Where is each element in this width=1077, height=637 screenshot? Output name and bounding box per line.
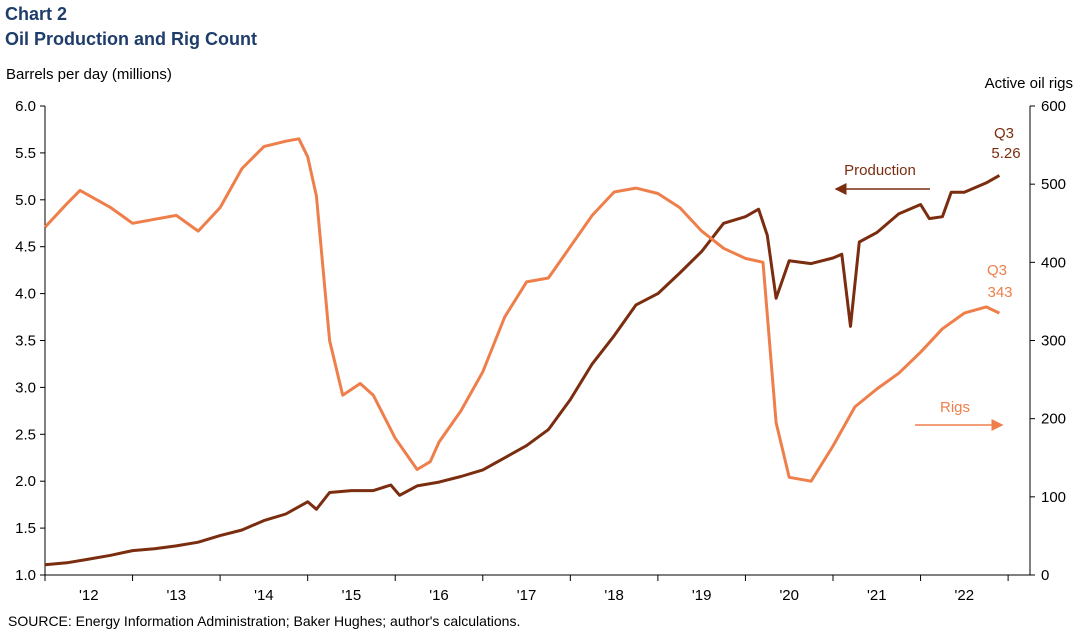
production-q3-label: Q3 [994,125,1014,142]
x-tick-label: '18 [604,587,624,604]
y-left-tick-label: 6.0 [15,98,36,115]
chart-title: Oil Production and Rig Count [5,29,257,49]
source-note: SOURCE: Energy Information Administratio… [8,613,521,629]
x-tick-label: '20 [779,587,799,604]
x-tick-label: '16 [429,587,449,604]
y-left-tick-label: 4.5 [15,239,36,256]
x-tick-label: '15 [342,587,362,604]
y-right-tick-label: 0 [1041,567,1049,584]
y-left-tick-label: 2.0 [15,473,36,490]
y-right-tick-label: 600 [1041,98,1066,115]
x-tick-label: '13 [167,587,187,604]
series-line-production [44,174,1001,567]
x-tick-label: '22 [955,587,975,604]
y-right-tick-label: 500 [1041,176,1066,193]
y-left-tick-label: 2.5 [15,426,36,443]
y-left-tick-label: 5.5 [15,145,36,162]
series-line-rigs [43,137,1001,483]
y-left-tick-label: 3.5 [15,333,36,350]
y-left-tick-label: 3.0 [15,379,36,396]
production-q3-value: 5.26 [991,145,1020,162]
rigs-q3-value: 343 [987,284,1012,301]
rigs-q3-label: Q3 [987,262,1007,279]
rigs-legend-label: Rigs [940,399,970,416]
y-left-tick-label: 1.5 [15,520,36,537]
y-right-tick-label: 200 [1041,411,1066,428]
y-left-tick-label: 5.0 [15,192,36,209]
x-tick-label: '14 [254,587,274,604]
x-tick-label: '17 [517,587,537,604]
y-left-axis-label: Barrels per day (millions) [6,66,172,83]
x-tick-label: '19 [692,587,712,604]
x-tick-label: '12 [79,587,99,604]
y-left-tick-label: 4.0 [15,286,36,303]
x-tick-label: '21 [867,587,887,604]
chart-number: Chart 2 [5,4,68,24]
y-right-axis-label: Active oil rigs [984,75,1073,92]
y-right-tick-label: 400 [1041,254,1066,271]
production-legend-label: Production [844,162,916,179]
y-right-tick-label: 100 [1041,489,1066,506]
y-right-tick-label: 300 [1041,333,1066,350]
y-left-tick-label: 1.0 [15,567,36,584]
